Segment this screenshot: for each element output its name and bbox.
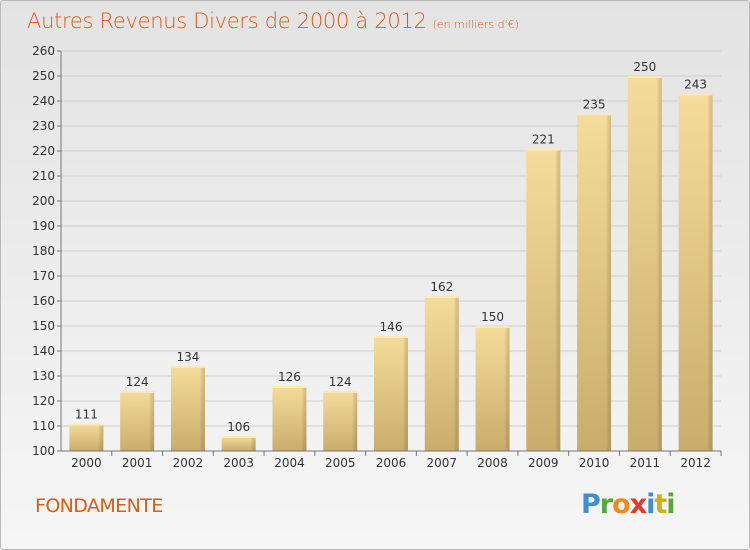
y-tick-label: 250 — [32, 69, 55, 83]
bar-shade — [170, 366, 205, 451]
bar-shade — [323, 391, 358, 451]
bar-top-edge — [323, 391, 358, 393]
data-label: 106 — [227, 420, 250, 434]
bar-top-edge — [221, 436, 256, 438]
x-tick-label: 2001 — [122, 456, 153, 470]
logo-letter: i — [646, 489, 655, 520]
x-tick-label: 2012 — [680, 456, 711, 470]
proxiti-logo: Proxiti — [581, 489, 676, 520]
data-label: 146 — [380, 320, 403, 334]
y-tick-label: 200 — [32, 194, 55, 208]
y-tick-label: 140 — [32, 344, 55, 358]
logo-letter: x — [629, 489, 647, 520]
bar-top-edge — [424, 296, 459, 298]
x-tick-label: 2008 — [477, 456, 508, 470]
bar-shade — [627, 76, 662, 451]
y-tick-label: 260 — [32, 44, 55, 58]
bar-top-edge — [69, 423, 104, 426]
x-tick-label: 2003 — [223, 456, 254, 470]
bar-shade — [374, 336, 408, 451]
location-label: FONDAMENTE — [35, 495, 163, 517]
y-tick-label: 170 — [32, 269, 55, 283]
bar-top-edge — [678, 93, 713, 96]
y-tick-label: 230 — [32, 119, 55, 133]
bars: 111 124 134 106 126 124 146 162 150 221 235 250 243 — [69, 60, 713, 451]
y-tick-label: 190 — [32, 219, 55, 233]
data-label: 111 — [75, 408, 98, 422]
x-tick-label: 2004 — [274, 456, 305, 470]
data-label: 150 — [481, 310, 504, 324]
x-tick-label: 2002 — [173, 456, 204, 470]
data-label: 162 — [430, 280, 453, 294]
bar-shade — [69, 423, 104, 451]
x-axis: 2000 2001 2002 2003 2004 2005 2006 2007 2008 2009… — [61, 450, 722, 470]
y-axis: 100 110 120 130 140 150 160 170 180 190 200 210 220 2… — [32, 44, 62, 458]
bar-shade — [577, 113, 612, 451]
data-label: 235 — [583, 98, 606, 112]
x-tick-label: 2005 — [325, 456, 356, 470]
bar-shade — [272, 386, 307, 451]
y-tick-label: 210 — [32, 169, 55, 183]
logo-letter: P — [581, 489, 601, 520]
logo-letter: t — [654, 489, 667, 520]
data-label: 250 — [633, 60, 656, 74]
y-tick-label: 120 — [32, 394, 55, 408]
bar-shade — [526, 148, 561, 451]
logo-letter: r — [599, 489, 613, 520]
x-tick-label: 2009 — [528, 456, 559, 470]
bar-top-edge — [374, 336, 408, 338]
title-unit: (en milliers d'€) — [432, 18, 519, 31]
bar-shade — [424, 296, 459, 451]
bar-shade — [120, 391, 155, 451]
bar-top-edge — [627, 76, 662, 78]
title-text: Autres Revenus Divers de 2000 à 2012 — [27, 9, 427, 33]
y-tick-label: 150 — [32, 319, 55, 333]
data-label: 126 — [278, 370, 301, 384]
bar-top-edge — [577, 113, 612, 116]
bar-top-edge — [475, 326, 510, 328]
bar-shade — [678, 93, 713, 451]
logo-letter: i — [666, 489, 675, 520]
x-tick-label: 2000 — [71, 456, 102, 470]
y-tick-label: 130 — [32, 369, 55, 383]
y-tick-label: 160 — [32, 294, 55, 308]
y-tick-label: 220 — [32, 144, 55, 158]
bar-shade — [221, 436, 256, 451]
chart-title: Autres Revenus Divers de 2000 à 2012 (en … — [27, 9, 519, 33]
data-label: 134 — [176, 350, 199, 364]
y-tick-label: 180 — [32, 244, 55, 258]
bar-top-edge — [272, 386, 307, 388]
data-label: 124 — [329, 375, 352, 389]
bar-top-edge — [170, 366, 205, 368]
x-tick-label: 2011 — [630, 456, 661, 470]
y-tick-label: 240 — [32, 94, 55, 108]
bar-top-edge — [526, 148, 561, 151]
data-label: 243 — [684, 78, 707, 92]
x-tick-label: 2006 — [376, 456, 407, 470]
bar-shade — [475, 326, 510, 451]
y-tick-label: 100 — [32, 444, 55, 458]
data-label: 221 — [532, 133, 555, 147]
y-tick-label: 110 — [32, 419, 55, 433]
x-tick-label: 2010 — [579, 456, 610, 470]
logo-letter: o — [612, 489, 631, 520]
x-tick-label: 2007 — [426, 456, 457, 470]
data-label: 124 — [126, 375, 149, 389]
bar-top-edge — [120, 391, 155, 393]
